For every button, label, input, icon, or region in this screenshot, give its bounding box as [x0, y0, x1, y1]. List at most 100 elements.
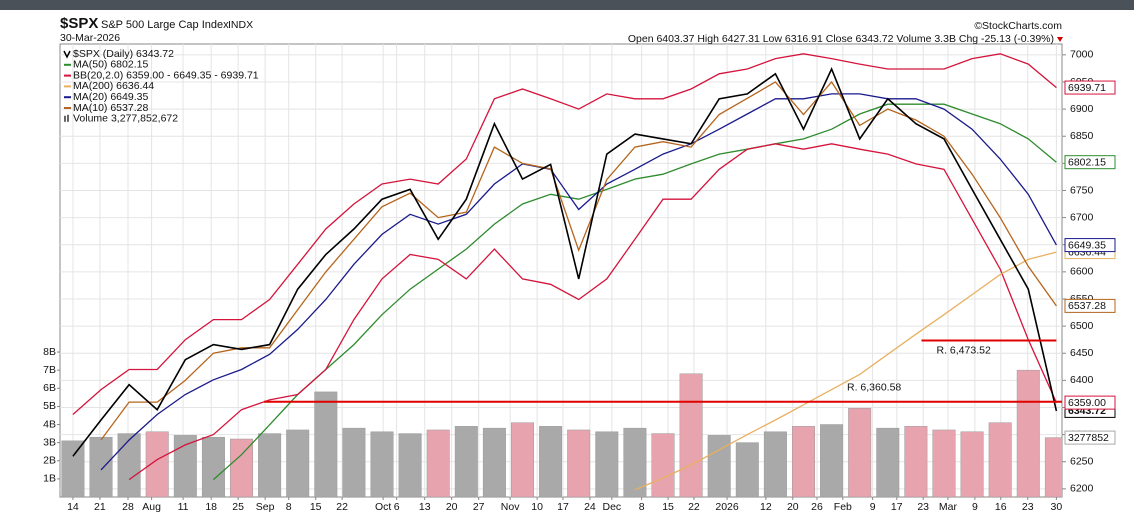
y-tick-label: 6400: [1070, 374, 1094, 386]
x-tick-label: 20: [446, 501, 458, 513]
y2-tick-label: 1B: [43, 473, 56, 485]
legend-label: MA(20) 6649.35: [73, 91, 148, 103]
y-tick-label: 6600: [1070, 266, 1094, 278]
legend-label: $SPX (Daily) 6343.72: [73, 48, 174, 60]
y-tick-label: 6200: [1070, 483, 1094, 495]
x-tick-label: 23: [1022, 501, 1034, 513]
y-tick-label: 6750: [1070, 184, 1094, 196]
volume-bar: [89, 436, 113, 497]
value-box-label: 6649.35: [1068, 239, 1106, 251]
volume-bar: [539, 426, 563, 497]
y2-tick-label: 5B: [43, 400, 56, 412]
x-tick-label: 15: [310, 501, 322, 513]
x-tick-label: 23: [917, 501, 929, 513]
y2-tick-label: 6B: [43, 382, 56, 394]
quote: Open 6403.37 High 6427.31 Low 6316.91 Cl…: [628, 33, 1054, 45]
volume-bar: [201, 436, 225, 497]
legend-label: MA(50) 6802.15: [73, 59, 148, 71]
volume-bar: [173, 435, 197, 497]
legend-label: MA(200) 6636.44: [73, 80, 154, 92]
plot-frame: [59, 43, 1063, 498]
volume-bar: [342, 427, 366, 497]
volume-bar: [679, 373, 703, 497]
x-tick-label: 22: [336, 501, 348, 513]
value-box: [1064, 430, 1116, 445]
x-tick-label: 6: [394, 501, 400, 513]
legend-swatch: [63, 50, 71, 59]
volume-bar: [314, 391, 338, 497]
x-tick-label: 12: [760, 501, 772, 513]
value-box-label: 6802.15: [1068, 156, 1106, 168]
volume-bar: [230, 438, 254, 497]
x-tick-label: 9: [870, 501, 876, 513]
value-box: [1064, 395, 1116, 410]
symbol: $SPX: [60, 15, 98, 32]
price-line: [72, 66, 1058, 457]
resistance-label: R. 6,473.52: [937, 344, 991, 356]
volume-bar: [511, 422, 534, 497]
x-tick-label: 28: [122, 501, 134, 513]
y2-tick-label: 3B: [43, 436, 56, 448]
volume-bar: [960, 431, 984, 497]
volume-bar: [454, 426, 478, 497]
x-tick-label: Nov: [501, 501, 520, 513]
top-strip: [0, 0, 1134, 10]
exchange: INDX: [228, 19, 253, 31]
x-tick-label: 21: [94, 501, 106, 513]
volume-bar: [623, 427, 647, 497]
chart-title: S&P 500 Large Cap Index: [101, 19, 229, 31]
volume-bar: [258, 433, 282, 497]
volume-bar: [707, 435, 731, 497]
x-tick-label: 27: [473, 501, 485, 513]
value-box: [1064, 155, 1116, 170]
volume-bar: [820, 424, 844, 497]
legend-swatch: [64, 115, 66, 122]
y-tick-label: 6250: [1070, 456, 1094, 468]
value-box-label: 6939.71: [1068, 82, 1106, 94]
y-tick-label: 6850: [1070, 130, 1094, 142]
x-tick-label: 8: [639, 501, 645, 513]
volume-bar: [848, 407, 872, 497]
y-tick-label: 6900: [1070, 103, 1094, 115]
volume-bar: [398, 433, 422, 497]
x-tick-label: 17: [891, 501, 903, 513]
y2-tick-label: 8B: [43, 346, 56, 358]
value-box-label: 6537.28: [1068, 300, 1106, 312]
indicator-line: [634, 251, 1057, 491]
indicator-line: [128, 143, 1057, 481]
x-tick-label: 15: [662, 501, 674, 513]
x-tick-label: 26: [811, 501, 823, 513]
x-tick-label: 2026: [715, 501, 739, 513]
y-tick-label: 6500: [1070, 320, 1094, 332]
volume-bar: [117, 433, 141, 497]
volume-bar: [1044, 437, 1062, 497]
x-tick-label: 16: [995, 501, 1007, 513]
value-box-label: 3277852: [1068, 432, 1109, 444]
volume-bar: [145, 431, 169, 497]
x-tick-label: 18: [205, 501, 217, 513]
indicator-line: [72, 53, 1057, 415]
volume-bar: [370, 431, 394, 497]
value-box: [1064, 80, 1116, 95]
volume-bar: [763, 431, 787, 497]
x-tick-label: 20: [787, 501, 799, 513]
x-tick-label: Sep: [256, 501, 275, 513]
y2-tick-label: 7B: [43, 364, 56, 376]
value-box: [1064, 298, 1116, 313]
volume-bar: [482, 427, 506, 497]
x-tick-label: 30: [1051, 501, 1063, 513]
volume-bar: [792, 426, 815, 497]
resistance-label: R. 6,360.58: [847, 382, 901, 394]
source: ©StockCharts.com: [974, 20, 1062, 32]
x-tick-label: 22: [688, 501, 700, 513]
volume-bar: [651, 433, 675, 497]
indicator-line: [100, 80, 1057, 441]
volume-bar: [988, 422, 1012, 497]
x-tick-label: Dec: [603, 501, 622, 513]
x-tick-label: 11: [178, 501, 189, 513]
x-tick-label: 14: [67, 501, 79, 513]
value-box: [1064, 238, 1116, 253]
volume-bar: [595, 431, 619, 497]
